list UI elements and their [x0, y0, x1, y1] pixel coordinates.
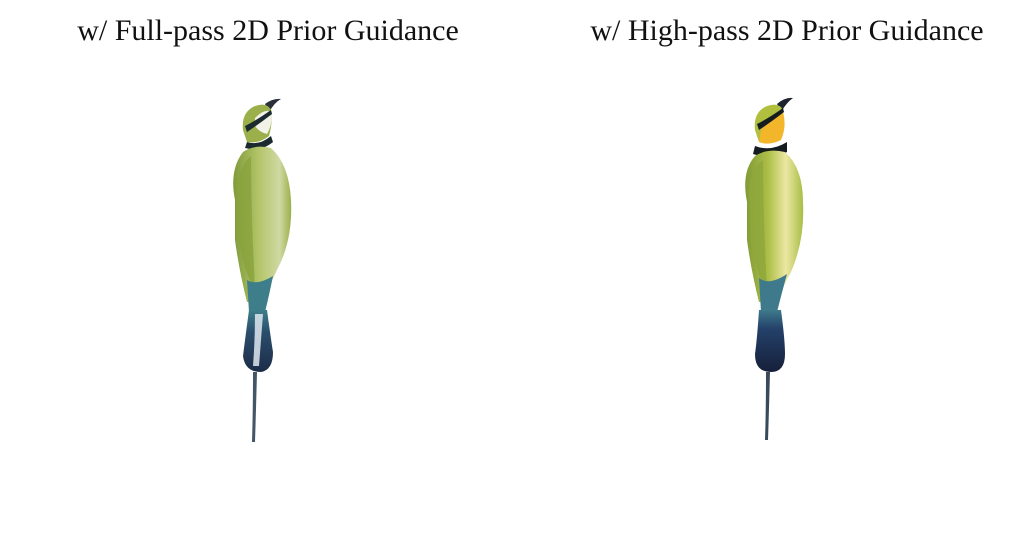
wing — [237, 156, 255, 290]
tail-streamer — [765, 372, 770, 440]
panel-high-pass: w/ High-pass 2D Prior Guidance — [512, 0, 1024, 542]
tail — [755, 310, 785, 372]
bird-image — [745, 97, 804, 440]
neck-band — [245, 136, 273, 150]
eye-stripe — [245, 110, 272, 132]
tail-streamer — [252, 372, 257, 442]
bird-image — [233, 98, 292, 442]
rump — [247, 276, 273, 312]
tail-highlight — [253, 314, 263, 366]
panel-full-pass: w/ Full-pass 2D Prior Guidance — [77, 14, 459, 442]
throat — [759, 112, 785, 144]
eye-stripe — [757, 108, 784, 130]
panel-title: w/ Full-pass 2D Prior Guidance — [77, 14, 459, 47]
wing — [749, 160, 767, 290]
panel-title: w/ High-pass 2D Prior Guidance — [590, 14, 984, 47]
rump — [759, 274, 787, 312]
